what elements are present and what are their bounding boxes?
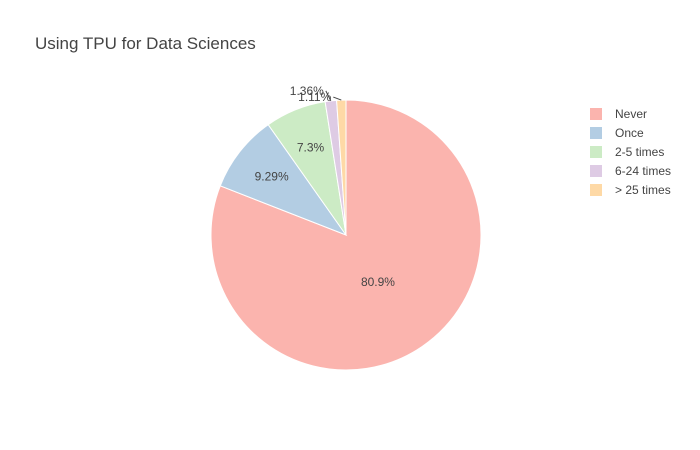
pie-value-label-never: 80.9% (361, 275, 395, 289)
pie-value-label-once: 9.29% (255, 170, 289, 184)
pie-slice-25-times (336, 99, 347, 236)
legend-item-2-5-times[interactable]: 2-5 times (590, 145, 664, 159)
legend-swatch-once (590, 127, 602, 139)
legend-swatch-2-5-times (590, 146, 602, 158)
pie-leader-line-6-24-times (325, 90, 332, 102)
pie-slice-once (219, 123, 348, 237)
legend-label-25-times: > 25 times (615, 183, 671, 197)
legend-item-6-24-times[interactable]: 6-24 times (590, 164, 671, 178)
legend-item-25-times[interactable]: > 25 times (590, 183, 671, 197)
legend-label-once: Once (615, 126, 644, 140)
chart-title: Using TPU for Data Sciences (35, 34, 256, 53)
legend-label-never: Never (615, 107, 647, 121)
pie-slices (210, 99, 482, 371)
legend: Never Once 2-5 times 6-24 times > 25 times (590, 107, 671, 197)
legend-swatch-25-times (590, 184, 602, 196)
legend-label-2-5-times: 2-5 times (615, 145, 664, 159)
pie-value-label-25-times: 1.11% (298, 90, 331, 104)
legend-item-never[interactable]: Never (590, 107, 647, 121)
pie-value-label-6-24-times: 1.36% (290, 84, 324, 98)
legend-label-6-24-times: 6-24 times (615, 164, 671, 178)
pie-leader-line-25-times (333, 96, 342, 101)
pie-labels: 80.9% 9.29% 7.3% 1.36%1.11% (255, 84, 396, 289)
legend-swatch-never (590, 108, 602, 120)
legend-item-once[interactable]: Once (590, 126, 644, 140)
legend-swatch-6-24-times (590, 165, 602, 177)
pie-value-label-2-5-times: 7.3% (297, 140, 325, 154)
